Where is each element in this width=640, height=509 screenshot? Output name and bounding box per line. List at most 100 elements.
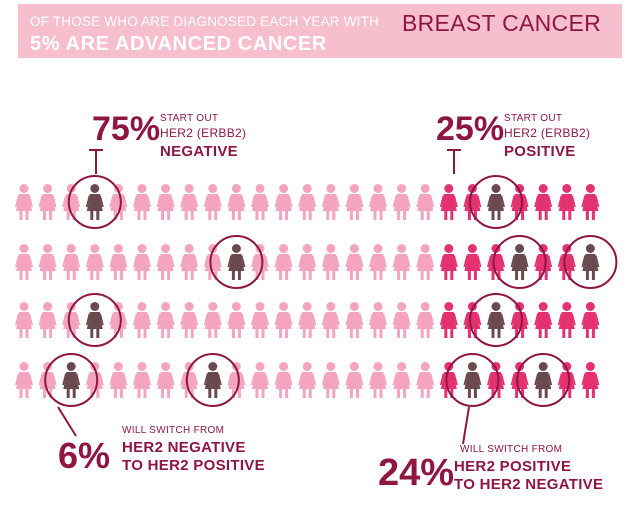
woman-figure (251, 184, 269, 220)
highlighted-figure (227, 244, 246, 280)
stat-switch-neg-to-pos-line2: HER2 NEGATIVE (122, 439, 246, 456)
stat-switch-pos-to-neg-line1: WILL SWITCH FROM (460, 444, 563, 455)
highlighted-figure (85, 184, 104, 220)
woman-figure (15, 302, 33, 338)
woman-figure (203, 302, 222, 338)
woman-figure (156, 244, 175, 280)
woman-figure (369, 302, 387, 338)
woman-figure (274, 184, 293, 220)
woman-figure (109, 184, 128, 220)
woman-figure (416, 184, 435, 220)
woman-figure (133, 362, 151, 398)
woman-figure (392, 244, 411, 280)
woman-figure (345, 362, 364, 398)
woman-figure (392, 184, 411, 220)
woman-figure (38, 362, 57, 398)
highlighted-figure (581, 244, 600, 280)
stat-switch-pos-to-neg-line2: HER2 POSITIVE (454, 458, 572, 475)
woman-figure (180, 244, 199, 280)
stat-negative-line1: START OUT (160, 113, 219, 124)
woman-figure (416, 362, 435, 398)
woman-figure (298, 362, 317, 398)
stat-switch-neg-to-pos-line1: WILL SWITCH FROM (122, 425, 225, 436)
highlighted-figure (85, 302, 104, 338)
stat-positive-line3: POSITIVE (504, 143, 576, 160)
banner-emphasis: BREAST CANCER (402, 10, 602, 36)
banner-line-2: 5% ARE ADVANCED CANCER (30, 33, 327, 55)
woman-figure (62, 244, 81, 280)
woman-figure (15, 362, 33, 398)
stat-switch-neg-to-pos-percent: 6% (58, 435, 111, 476)
woman-figure (557, 302, 576, 338)
stat-positive-line2: HER2 (ERBB2) (504, 126, 591, 140)
highlighted-figure (534, 362, 553, 398)
highlight-circle (516, 353, 571, 407)
woman-figure (298, 244, 317, 280)
woman-figure (369, 184, 387, 220)
woman-figure (321, 362, 340, 398)
connector-lines (57, 149, 470, 445)
woman-figure (156, 184, 175, 220)
stat-switch-neg-to-pos-line3: TO HER2 POSITIVE (122, 457, 265, 474)
highlighted-figure (203, 362, 222, 398)
woman-figure (510, 302, 529, 338)
woman-figure (133, 302, 151, 338)
stat-positive-percent: 25% (436, 110, 505, 148)
woman-figure (109, 302, 128, 338)
woman-figure (392, 362, 411, 398)
woman-figure (321, 244, 340, 280)
connector-switch-pos (462, 406, 470, 445)
woman-figure (274, 302, 293, 338)
highlight-circle (492, 235, 547, 289)
stat-switch-pos-to-neg-line3: TO HER2 NEGATIVE (454, 476, 604, 493)
woman-figure (557, 184, 576, 220)
highlighted-figure (487, 302, 505, 338)
woman-figure (85, 244, 104, 280)
woman-figure (345, 244, 364, 280)
woman-figure (581, 184, 600, 220)
woman-figure (534, 184, 553, 220)
woman-figure (416, 302, 435, 338)
title-banner: OF THOSE WHO ARE DIAGNOSED EACH YEAR WIT… (18, 4, 622, 58)
highlighted-figure (62, 362, 81, 398)
woman-figure (534, 244, 553, 280)
highlighted-figure (463, 362, 482, 398)
woman-figure (463, 184, 482, 220)
woman-figure (463, 244, 482, 280)
woman-figure (392, 302, 411, 338)
highlighted-figure (510, 244, 529, 280)
highlight-circle (445, 353, 500, 407)
woman-figure (416, 244, 435, 280)
woman-figure (180, 184, 199, 220)
woman-figure (62, 184, 81, 220)
woman-figure (38, 244, 57, 280)
woman-figure (439, 302, 458, 338)
woman-figure (321, 184, 340, 220)
woman-figure (227, 184, 246, 220)
stat-negative-line2: HER2 (ERBB2) (160, 126, 247, 140)
woman-figure (251, 302, 269, 338)
woman-figure (581, 362, 600, 398)
banner-line-1: OF THOSE WHO ARE DIAGNOSED EACH YEAR WIT… (30, 14, 379, 29)
woman-figure (133, 184, 151, 220)
woman-figure (274, 244, 293, 280)
woman-figure (38, 302, 57, 338)
connector-switch-neg (57, 406, 77, 437)
woman-figure (369, 362, 387, 398)
highlight-circle (67, 175, 122, 229)
woman-figure (156, 362, 175, 398)
woman-figure (581, 302, 600, 338)
woman-figure (203, 184, 222, 220)
woman-figure (298, 302, 317, 338)
stat-negative-percent: 75% (92, 110, 161, 148)
woman-figure (109, 244, 128, 280)
highlight-circle (563, 235, 618, 289)
highlight-circle (67, 293, 122, 347)
woman-figure (345, 302, 364, 338)
woman-figure (227, 302, 246, 338)
woman-figure (534, 302, 553, 338)
woman-figure (38, 184, 57, 220)
woman-figure (369, 244, 387, 280)
woman-figure (203, 244, 222, 280)
woman-figure (180, 302, 199, 338)
